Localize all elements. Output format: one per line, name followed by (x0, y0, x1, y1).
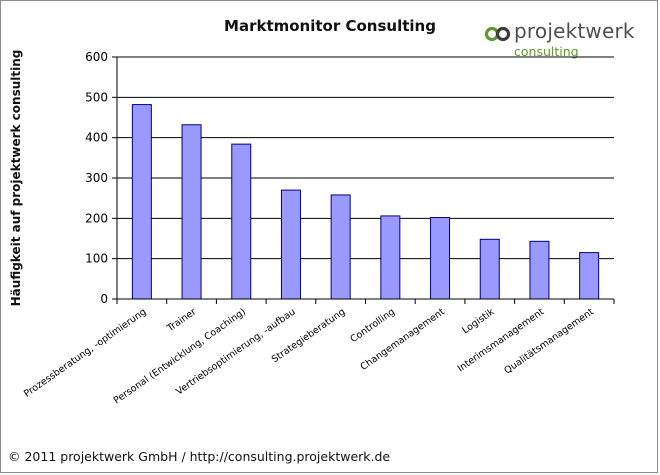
y-tick-label: 600 (85, 50, 108, 64)
y-tick-label: 100 (85, 252, 108, 266)
y-tick-label: 200 (85, 211, 108, 225)
bar (529, 240, 550, 300)
y-tick-label: 500 (85, 90, 108, 104)
chart-title: Marktmonitor Consulting (224, 17, 436, 35)
bar (131, 104, 152, 300)
bar (380, 215, 401, 300)
bar (579, 252, 600, 300)
x-tick-label: Controlling (348, 306, 397, 345)
bar (479, 238, 500, 300)
y-tick-label: 0 (100, 292, 108, 306)
bar (231, 143, 252, 300)
x-tick-label: Trainer (164, 306, 198, 334)
bar (330, 194, 351, 300)
x-tick-label: Logistik (460, 306, 497, 336)
x-tick-label: Changemanagement (359, 306, 447, 373)
logo-wordmark: projektwerk (514, 19, 635, 43)
x-tick-label: Interimsmanagement (456, 306, 547, 374)
copyright-footer: © 2011 projektwerk GmbH / http://consult… (8, 449, 391, 464)
y-tick-label: 300 (85, 171, 108, 185)
logo-subtitle: consulting (514, 44, 579, 59)
bar (430, 217, 451, 300)
bar (280, 189, 301, 300)
x-tick-label: Qualitätsmanagement (502, 306, 596, 376)
bar (181, 124, 202, 300)
projektwerk-logo: projektwerk consulting (484, 19, 654, 64)
y-tick-label: 400 (85, 131, 108, 145)
logo-rings-icon (484, 26, 511, 42)
